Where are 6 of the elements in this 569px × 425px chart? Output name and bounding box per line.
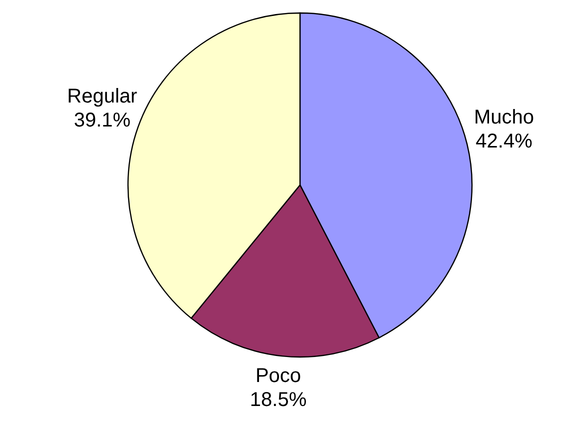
slice-label: Mucho — [474, 106, 534, 128]
slice-label: Poco — [255, 364, 302, 387]
data-label: 18.5% — [250, 388, 307, 411]
data-label: 42.4% — [476, 130, 533, 152]
data-label: 39.1% — [74, 109, 131, 132]
slice-label: Regular — [67, 85, 138, 108]
